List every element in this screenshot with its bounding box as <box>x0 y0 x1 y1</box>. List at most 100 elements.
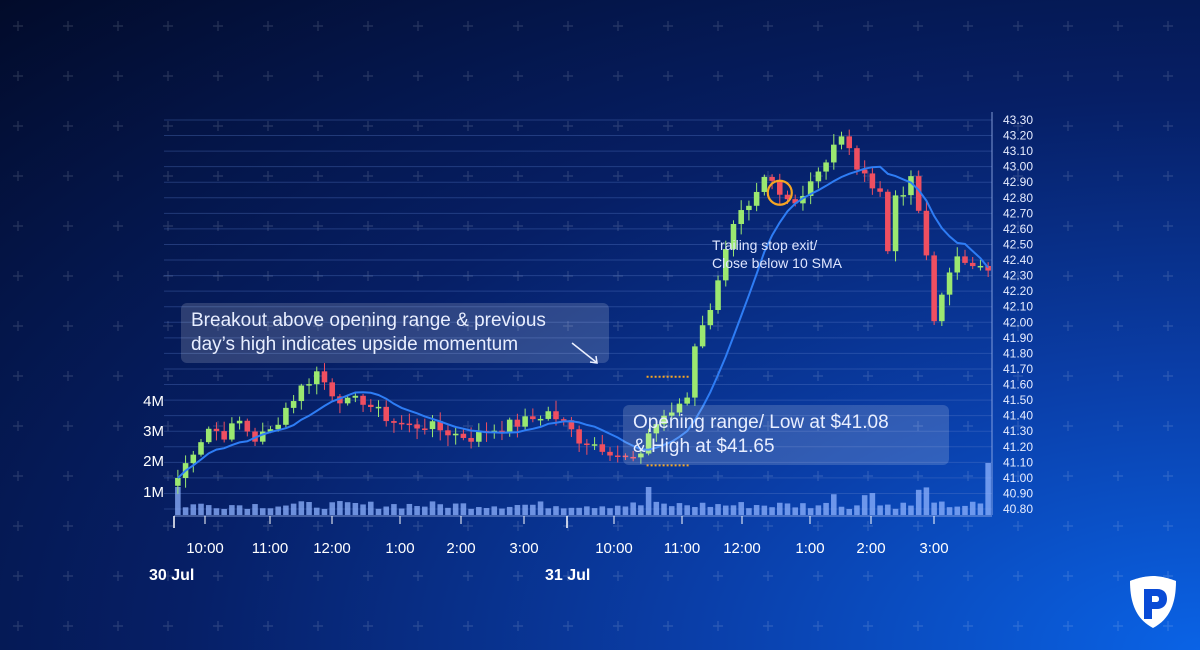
x-tick-label: 12:00 <box>313 540 351 557</box>
trailing-stop-note-line-1: Trailing stop exit/ <box>712 237 818 253</box>
volume-bar <box>923 487 930 515</box>
candle-up <box>259 431 266 442</box>
breakout-callout-line-2: day’s high indicates upside momentum <box>191 334 519 355</box>
volume-bar <box>259 508 266 515</box>
candle-up <box>761 176 768 192</box>
background-cross <box>513 271 523 281</box>
background-cross <box>563 271 573 281</box>
background-cross <box>13 521 23 531</box>
background-cross <box>1113 571 1123 581</box>
y-tick-label: 41.10 <box>1003 455 1033 469</box>
background-cross <box>313 521 323 531</box>
background-cross <box>163 471 173 481</box>
background-cross <box>463 121 473 131</box>
x-tick-label: 10:00 <box>595 540 633 557</box>
background-cross <box>113 471 123 481</box>
background-cross <box>1113 421 1123 431</box>
volume-bar <box>283 505 289 515</box>
volume-bar <box>900 502 907 515</box>
candle-up <box>190 454 197 464</box>
x-tick-label: 2:00 <box>856 540 885 557</box>
background-cross <box>1163 521 1173 531</box>
background-cross <box>63 221 73 231</box>
volume-bar <box>838 506 845 515</box>
background-cross <box>363 21 373 31</box>
volume-bar <box>707 506 714 515</box>
background-cross <box>63 371 73 381</box>
candle-up <box>807 181 814 196</box>
background-cross <box>963 221 973 231</box>
y-tick-label: 41.20 <box>1003 440 1033 454</box>
background-cross <box>1013 421 1023 431</box>
background-cross <box>1113 121 1123 131</box>
background-cross <box>63 471 73 481</box>
candle-up <box>175 477 181 486</box>
volume-axis-ticks: 4M 3M 2M 1M <box>143 393 164 501</box>
background-cross <box>1013 571 1023 581</box>
background-cross <box>1013 521 1023 531</box>
candle-down <box>777 180 783 195</box>
candle-down <box>391 421 397 423</box>
candle-down <box>383 406 389 422</box>
candle-down <box>437 421 444 431</box>
candle-down <box>931 255 937 322</box>
volume-bar <box>869 493 876 515</box>
volume-bar <box>267 508 274 515</box>
volume-bar <box>676 503 683 515</box>
background-cross <box>363 171 373 181</box>
volume-bar <box>846 508 853 515</box>
volume-bar <box>962 505 968 515</box>
volume-bar <box>221 508 227 515</box>
background-cross <box>713 321 723 331</box>
volume-bar <box>622 506 629 515</box>
candle-up <box>229 423 235 440</box>
volume-bar <box>854 505 860 515</box>
volume-bar <box>252 504 258 515</box>
y-tick-label: 40.80 <box>1003 502 1033 516</box>
candle-down <box>969 262 976 267</box>
background-cross <box>963 421 973 431</box>
background-cross <box>463 371 473 381</box>
candle-up <box>900 195 907 197</box>
background-cross <box>363 271 373 281</box>
candle-down <box>414 424 420 429</box>
y-tick-label: 42.00 <box>1003 315 1033 329</box>
candle-up <box>954 256 961 273</box>
background-cross <box>613 521 623 531</box>
x-tick-label: 1:00 <box>795 540 824 557</box>
background-cross <box>513 21 523 31</box>
volume-bar <box>761 505 768 515</box>
background-cross <box>363 421 373 431</box>
background-cross <box>863 471 873 481</box>
background-cross <box>763 421 773 431</box>
background-cross <box>913 71 923 81</box>
volume-bar <box>545 508 552 515</box>
background-cross <box>663 171 673 181</box>
background-cross <box>663 421 673 431</box>
background-cross <box>613 271 623 281</box>
background-cross <box>213 371 223 381</box>
background-cross <box>113 521 123 531</box>
volume-bar <box>329 502 335 515</box>
background-cross <box>113 121 123 131</box>
background-cross <box>813 521 823 531</box>
background-cross <box>613 371 623 381</box>
background-cross <box>413 471 423 481</box>
x-tick-label: 2:00 <box>446 540 475 557</box>
background-cross <box>1113 21 1123 31</box>
volume-bar <box>383 506 389 515</box>
volume-bar <box>885 504 891 515</box>
background-cross <box>63 171 73 181</box>
background-cross <box>863 371 873 381</box>
background-cross <box>1113 71 1123 81</box>
background-cross <box>813 221 823 231</box>
candle-down <box>985 265 991 271</box>
candle-up <box>838 136 845 145</box>
background-cross <box>113 371 123 381</box>
background-cross <box>963 321 973 331</box>
candle-down <box>321 371 328 383</box>
candle-up <box>344 397 351 404</box>
background-cross <box>263 521 273 531</box>
candle-down <box>221 431 227 440</box>
background-cross <box>963 21 973 31</box>
